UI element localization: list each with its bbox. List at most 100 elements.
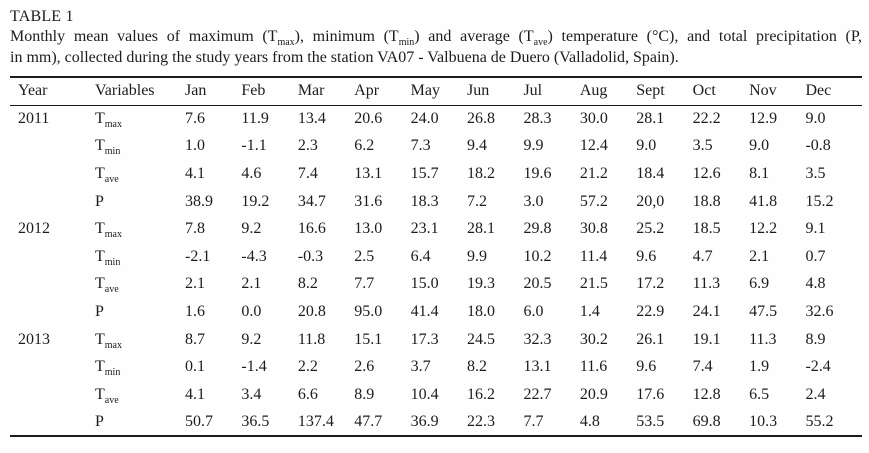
variable-subscript: max bbox=[104, 339, 122, 351]
value-cell: 32.6 bbox=[805, 302, 834, 320]
value-cell: 2.1 bbox=[185, 275, 205, 293]
value-cell: 4.1 bbox=[185, 164, 205, 182]
value-cell: 30.2 bbox=[579, 330, 608, 348]
col-header-jan: Jan bbox=[185, 77, 242, 106]
value-cell: 3.0 bbox=[523, 192, 544, 210]
value-cell: 137.4 bbox=[297, 412, 334, 430]
variable-cell: Tmax bbox=[95, 105, 185, 133]
variable-cell: Tave bbox=[95, 271, 185, 299]
variable-subscript: min bbox=[104, 146, 121, 158]
col-header-jun: Jun bbox=[467, 77, 524, 106]
table-row: Tmin 0.1 -1.4 2.2 2.6 3.7 8.2 13.1 11.6 9.6 7.4 1.… bbox=[10, 353, 862, 381]
variable-cell: Tave bbox=[95, 160, 185, 188]
variable-symbol: T bbox=[95, 275, 105, 293]
caption-subscript-max: max bbox=[277, 37, 295, 48]
value-cell: 13.4 bbox=[297, 110, 326, 128]
col-header-oct: Oct bbox=[692, 77, 750, 106]
value-cell: 6.2 bbox=[354, 137, 375, 155]
data-table: Year Variables Jan Feb Mar Apr May Jun J… bbox=[10, 76, 862, 438]
col-header-nov: Nov bbox=[749, 77, 806, 106]
value-cell: 8.9 bbox=[354, 385, 375, 403]
value-cell: 12.9 bbox=[749, 110, 778, 128]
variable-symbol: T bbox=[95, 110, 105, 128]
value-cell: -0.3 bbox=[297, 247, 324, 265]
value-cell: 0.0 bbox=[241, 302, 262, 320]
value-cell: 57.2 bbox=[579, 192, 608, 210]
value-cell: 25.2 bbox=[636, 220, 665, 238]
col-header-apr: Apr bbox=[354, 77, 411, 106]
value-cell: 2.5 bbox=[354, 247, 375, 265]
value-cell: 10.2 bbox=[523, 247, 552, 265]
col-header-jul: Jul bbox=[523, 77, 580, 106]
table-row: P 50.7 36.5 137.4 47.7 36.9 22.3 7.7 4.8 53.5 69.… bbox=[10, 409, 862, 437]
value-cell: -0.8 bbox=[805, 137, 831, 155]
value-cell: 17.3 bbox=[410, 330, 439, 348]
col-header-variables: Variables bbox=[95, 77, 185, 106]
value-cell: 4.7 bbox=[692, 247, 713, 265]
value-cell: 8.1 bbox=[749, 164, 770, 182]
value-cell: 11.3 bbox=[692, 275, 721, 293]
variable-cell: Tmax bbox=[95, 326, 185, 354]
caption-text: ) and average (T bbox=[414, 28, 534, 45]
value-cell: 1.9 bbox=[749, 358, 770, 376]
value-cell: 95.0 bbox=[354, 302, 383, 320]
value-cell: 41.8 bbox=[749, 192, 778, 210]
table-row: Tave 4.1 4.6 7.4 13.1 15.7 18.2 19.6 21.2 18.4 12… bbox=[10, 160, 862, 188]
value-cell: 4.8 bbox=[579, 412, 600, 430]
value-cell: 36.5 bbox=[241, 412, 270, 430]
value-cell: 12.6 bbox=[692, 164, 721, 182]
year-cell bbox=[10, 381, 95, 409]
value-cell: 9.4 bbox=[467, 137, 488, 155]
variable-subscript: ave bbox=[104, 284, 119, 296]
variable-cell: P bbox=[95, 298, 185, 326]
value-cell: 17.6 bbox=[636, 385, 665, 403]
value-cell: 11.6 bbox=[579, 358, 608, 376]
value-cell: 24.5 bbox=[467, 330, 496, 348]
value-cell: 7.3 bbox=[410, 137, 431, 155]
table-row: 2012 Tmax 7.8 9.2 16.6 13.0 23.1 28.1 29.8 30.8… bbox=[10, 215, 862, 243]
value-cell: 31.6 bbox=[354, 192, 383, 210]
value-cell: 2.4 bbox=[805, 385, 826, 403]
value-cell: 53.5 bbox=[636, 412, 665, 430]
variable-subscript: ave bbox=[104, 394, 119, 406]
variable-symbol: T bbox=[95, 330, 105, 348]
value-cell: 9.1 bbox=[805, 220, 826, 238]
value-cell: 29.8 bbox=[523, 220, 552, 238]
value-cell: 2.1 bbox=[241, 275, 262, 293]
variable-cell: P bbox=[95, 409, 185, 437]
variable-symbol: T bbox=[95, 385, 105, 403]
value-cell: 38.9 bbox=[185, 192, 213, 210]
value-cell: 7.2 bbox=[467, 192, 488, 210]
value-cell: 9.2 bbox=[241, 330, 262, 348]
value-cell: 23.1 bbox=[410, 220, 439, 238]
value-cell: 18.3 bbox=[410, 192, 439, 210]
variable-cell: Tmin bbox=[95, 353, 185, 381]
value-cell: 17.2 bbox=[636, 275, 665, 293]
year-cell bbox=[10, 243, 95, 271]
value-cell: 6.0 bbox=[523, 302, 544, 320]
col-header-sept: Sept bbox=[636, 77, 693, 106]
value-cell: 4.1 bbox=[185, 385, 205, 403]
value-cell: 1.6 bbox=[185, 302, 205, 320]
value-cell: 9.9 bbox=[523, 137, 544, 155]
value-cell: 7.7 bbox=[354, 275, 375, 293]
value-cell: 47.5 bbox=[749, 302, 778, 320]
value-cell: 15.1 bbox=[354, 330, 383, 348]
value-cell: 0.1 bbox=[185, 358, 205, 376]
variable-subscript: min bbox=[104, 256, 121, 268]
value-cell: 16.2 bbox=[467, 385, 496, 403]
value-cell: 10.4 bbox=[410, 385, 439, 403]
value-cell: 20.9 bbox=[579, 385, 608, 403]
value-cell: 18.5 bbox=[692, 220, 721, 238]
value-cell: 6.9 bbox=[749, 275, 770, 293]
variable-cell: P bbox=[95, 188, 185, 216]
value-cell: 12.8 bbox=[692, 385, 721, 403]
value-cell: -2.1 bbox=[185, 247, 211, 265]
caption-line-1: Monthly mean values of maximum (Tmax), m… bbox=[10, 27, 862, 48]
col-header-mar: Mar bbox=[297, 77, 355, 106]
value-cell: 28.1 bbox=[636, 110, 665, 128]
value-cell: 20.8 bbox=[297, 302, 326, 320]
col-header-aug: Aug bbox=[579, 77, 637, 106]
table-row: Tave 4.1 3.4 6.6 8.9 10.4 16.2 22.7 20.9 17.6 12.… bbox=[10, 381, 862, 409]
year-cell bbox=[10, 409, 95, 437]
